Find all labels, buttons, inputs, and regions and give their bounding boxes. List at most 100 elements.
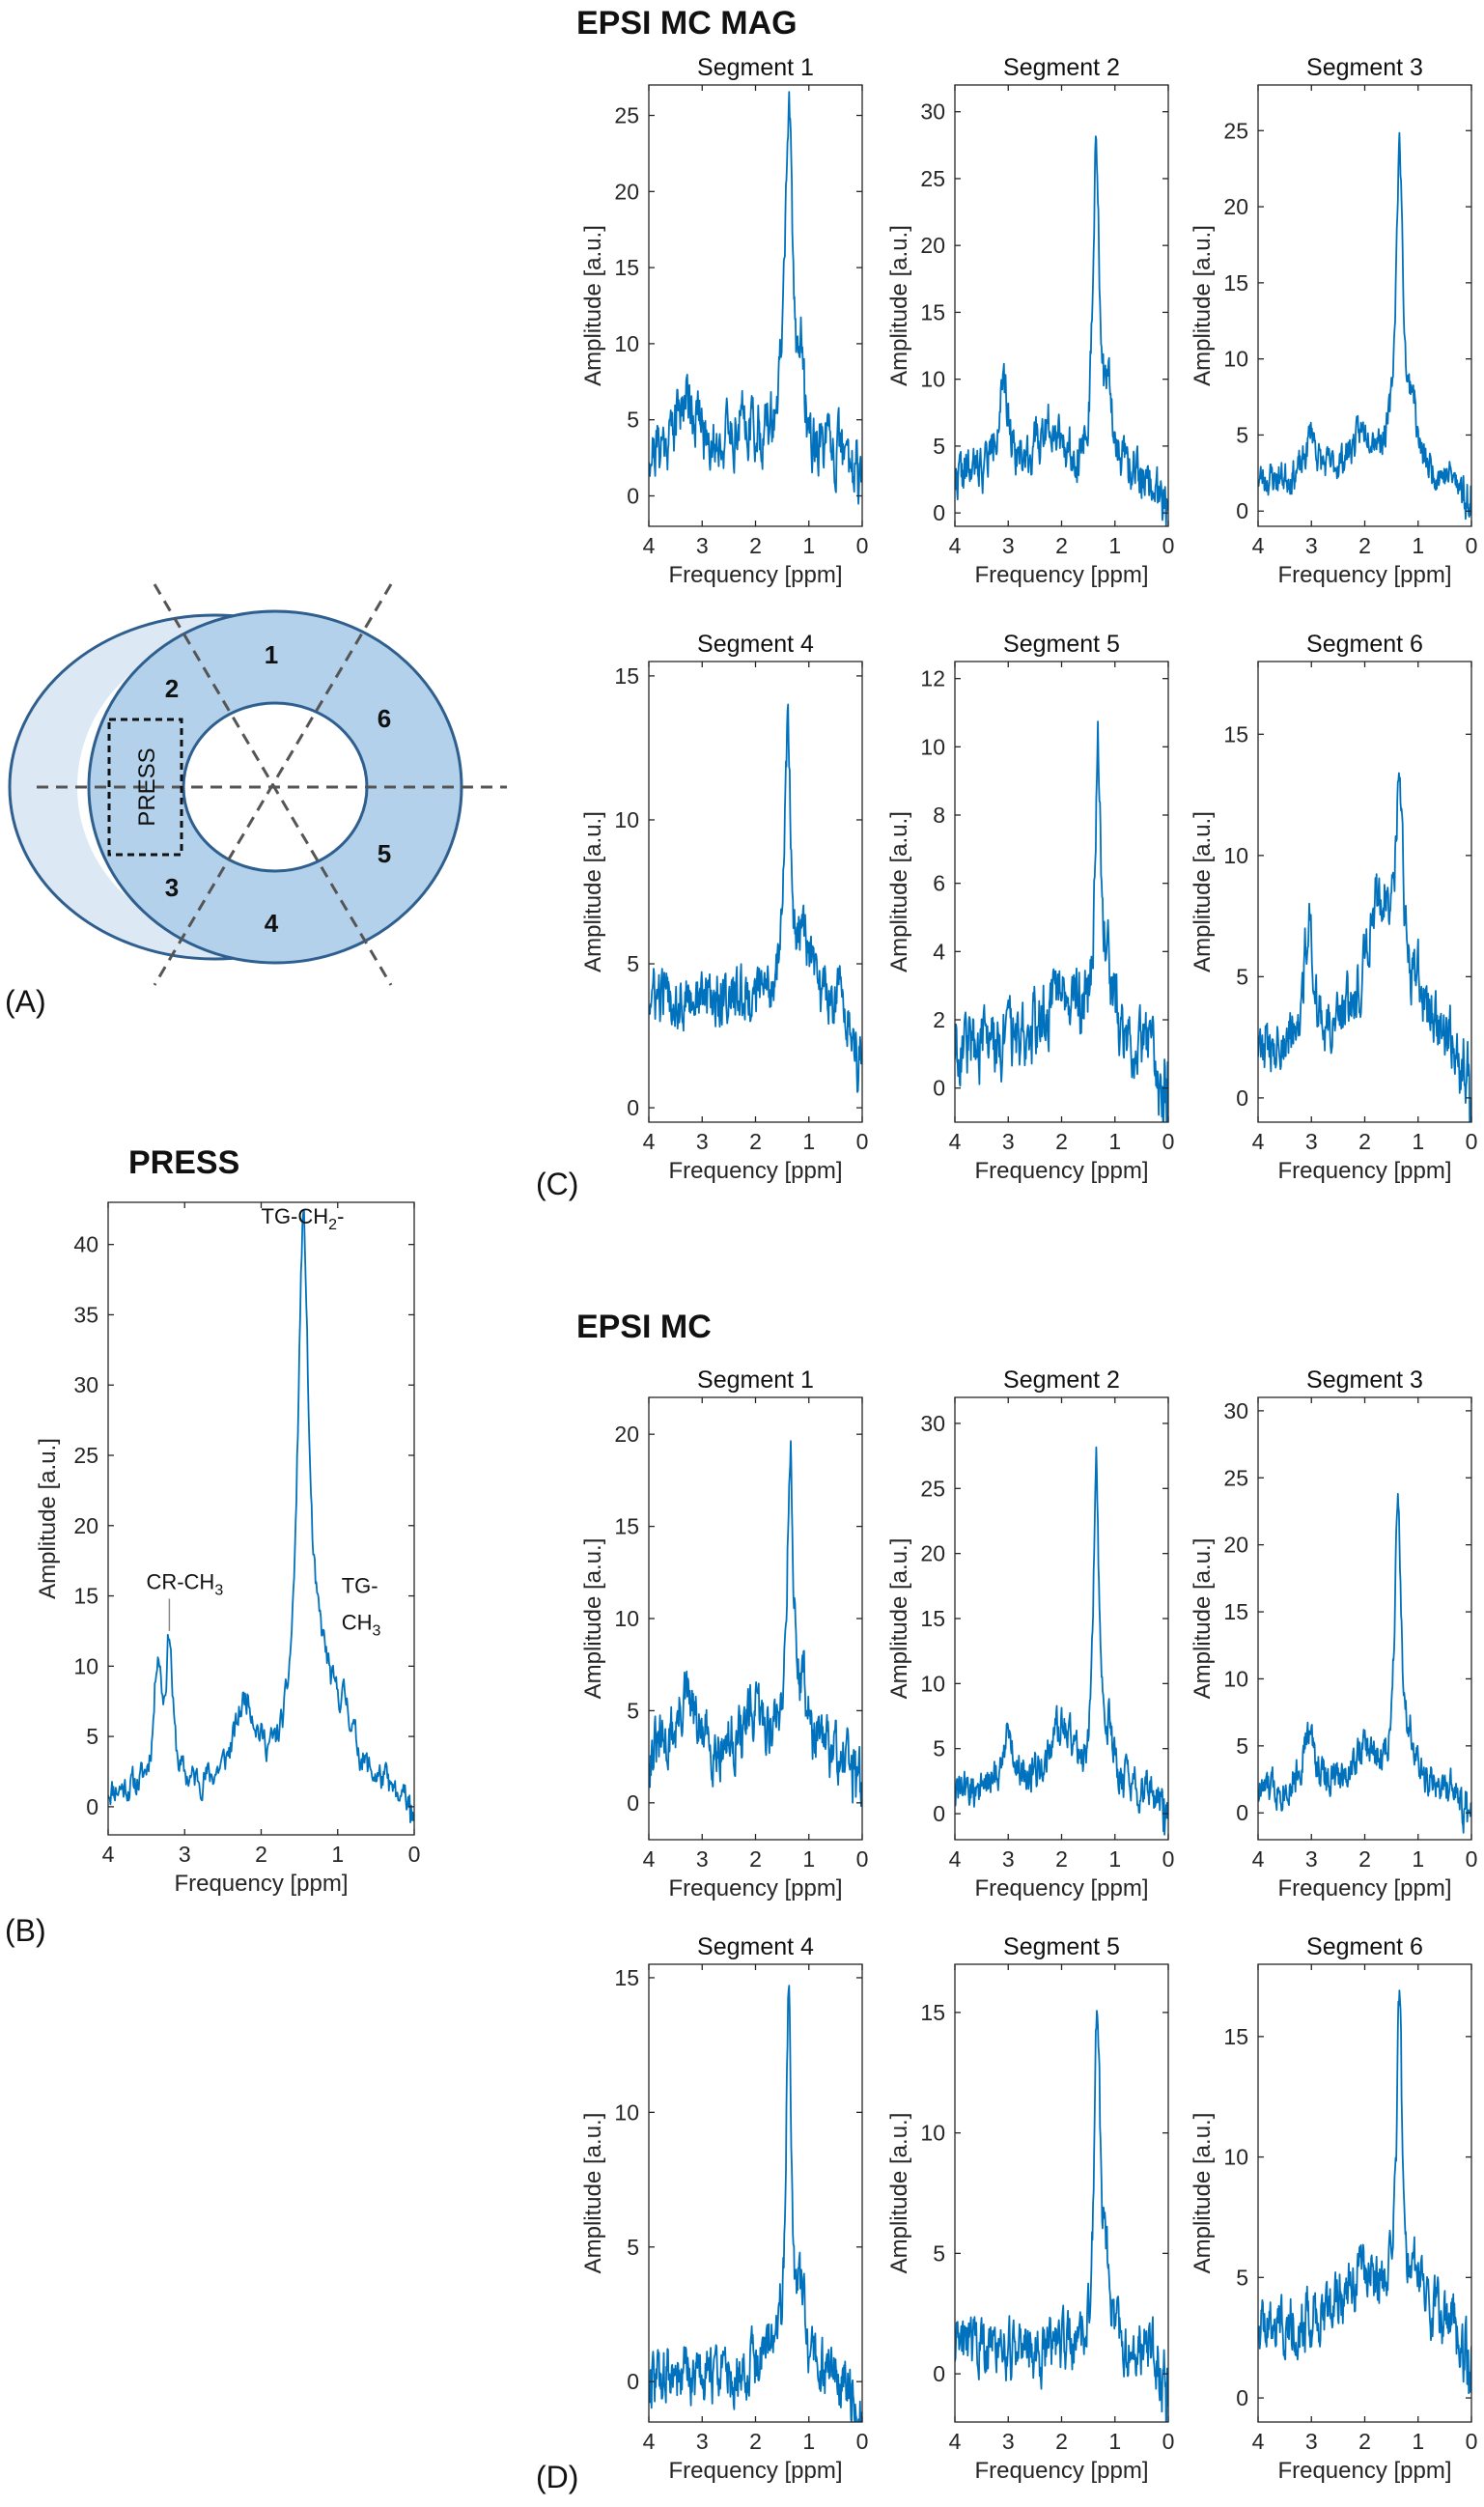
y-tick-label: 12 (920, 666, 945, 691)
y-tick-label: 10 (920, 367, 945, 392)
y-tick-label: 15 (73, 1584, 98, 1609)
segment-number-3: 3 (165, 873, 179, 902)
x-axis-label: Frequency [ppm] (668, 2458, 842, 2484)
x-tick-label: 1 (1108, 1129, 1121, 1154)
chart-title: Segment 6 (1306, 1933, 1423, 1960)
chart-title: Segment 4 (697, 631, 814, 658)
y-tick-label: 30 (920, 1411, 945, 1436)
chart-title: Segment 2 (1003, 1366, 1120, 1394)
x-tick-label: 1 (331, 1842, 344, 1867)
y-axis-label: Amplitude [a.u.] (580, 225, 606, 386)
x-tick-label: 4 (949, 1129, 962, 1154)
press-voxel-box (107, 718, 183, 857)
spectrum-line (649, 1985, 862, 2422)
y-tick-label: 0 (627, 2369, 639, 2394)
y-tick-label: 25 (920, 1476, 945, 1501)
x-tick-label: 4 (949, 2429, 962, 2454)
x-tick-label: 0 (1466, 1846, 1478, 1872)
x-axis-label: Frequency [ppm] (1277, 1875, 1451, 1901)
x-tick-label: 2 (749, 1129, 762, 1154)
x-tick-label: 3 (1305, 533, 1318, 558)
y-tick-label: 5 (1236, 2265, 1248, 2290)
y-axis-label: Amplitude [a.u.] (1190, 811, 1216, 972)
y-tick-label: 10 (920, 1671, 945, 1696)
spectrum-line (108, 1209, 414, 1823)
spectrum-line (955, 2010, 1168, 2422)
y-tick-label: 20 (614, 179, 639, 204)
x-tick-label: 3 (696, 1846, 709, 1872)
y-tick-label: 0 (86, 1794, 98, 1819)
spectrum-line (1258, 1492, 1471, 1834)
annotation-tg: TG- (342, 1574, 378, 1598)
y-axis-label: Amplitude [a.u.] (1190, 1538, 1216, 1700)
y-tick-label: 5 (1236, 1733, 1248, 1759)
y-axis-label: Amplitude [a.u.] (1190, 2113, 1216, 2274)
x-axis-label: Frequency [ppm] (174, 1871, 348, 1897)
y-tick-label: 20 (920, 233, 945, 258)
chart-title: Segment 6 (1306, 631, 1423, 658)
group-title-epsi-mc: EPSI MC (576, 1309, 712, 1345)
x-tick-label: 3 (1002, 1846, 1015, 1872)
chart-title: Segment 4 (697, 1933, 814, 1960)
spectrum-line (955, 720, 1168, 1122)
y-tick-label: 0 (627, 483, 639, 508)
x-axis-label: Frequency [ppm] (974, 562, 1148, 588)
x-tick-label: 3 (696, 533, 709, 558)
x-tick-label: 1 (1412, 1129, 1424, 1154)
y-tick-label: 25 (920, 166, 945, 191)
y-tick-label: 0 (627, 1790, 639, 1816)
segment-number-1: 1 (265, 640, 278, 669)
chart-title: Segment 2 (1003, 54, 1120, 81)
spectrum-line (649, 1440, 862, 1808)
y-tick-label: 15 (614, 255, 639, 280)
x-tick-label: 2 (1055, 1129, 1068, 1154)
x-tick-label: 2 (1358, 1846, 1371, 1872)
x-tick-label: 3 (1002, 1129, 1015, 1154)
y-tick-label: 5 (933, 434, 945, 459)
x-tick-label: 0 (1162, 533, 1175, 558)
y-tick-label: 0 (933, 2361, 945, 2386)
press-voxel-label: PRESS (134, 747, 160, 826)
axes-box (1257, 1963, 1472, 2423)
y-tick-label: 0 (933, 500, 945, 525)
x-tick-label: 3 (1305, 1846, 1318, 1872)
y-tick-label: 15 (614, 1965, 639, 1990)
y-tick-label: 30 (920, 99, 945, 125)
x-tick-label: 3 (1305, 1129, 1318, 1154)
y-axis-label: Amplitude [a.u.] (886, 2113, 912, 2274)
x-tick-label: 4 (643, 2429, 656, 2454)
x-tick-label: 4 (1252, 533, 1265, 558)
panel-letter-d: (D) (536, 2460, 578, 2494)
y-tick-label: 5 (933, 2240, 945, 2266)
x-tick-label: 4 (643, 533, 656, 558)
chart-title: Segment 3 (1306, 54, 1423, 81)
y-axis-label: Amplitude [a.u.] (35, 1438, 61, 1599)
x-tick-label: 4 (643, 1846, 656, 1872)
x-tick-label: 1 (802, 1129, 815, 1154)
x-tick-label: 0 (1466, 2429, 1478, 2454)
y-tick-label: 5 (1236, 422, 1248, 447)
y-tick-label: 5 (627, 408, 639, 433)
y-axis-label: Amplitude [a.u.] (580, 811, 606, 972)
y-tick-label: 20 (73, 1513, 98, 1538)
y-tick-label: 15 (920, 299, 945, 324)
y-tick-label: 10 (1223, 2145, 1248, 2170)
spectrum-line (1258, 772, 1471, 1122)
y-tick-label: 10 (614, 807, 639, 832)
x-tick-label: 1 (1412, 1846, 1424, 1872)
y-tick-label: 0 (1236, 498, 1248, 523)
x-tick-label: 4 (1252, 2429, 1265, 2454)
y-tick-label: 30 (73, 1372, 98, 1397)
segment-number-2: 2 (165, 674, 179, 703)
x-tick-label: 4 (1252, 1846, 1265, 1872)
x-tick-label: 2 (1055, 1846, 1068, 1872)
y-tick-label: 0 (933, 1076, 945, 1101)
y-tick-label: 5 (933, 1736, 945, 1761)
x-tick-label: 3 (696, 1129, 709, 1154)
x-tick-label: 0 (856, 1129, 869, 1154)
